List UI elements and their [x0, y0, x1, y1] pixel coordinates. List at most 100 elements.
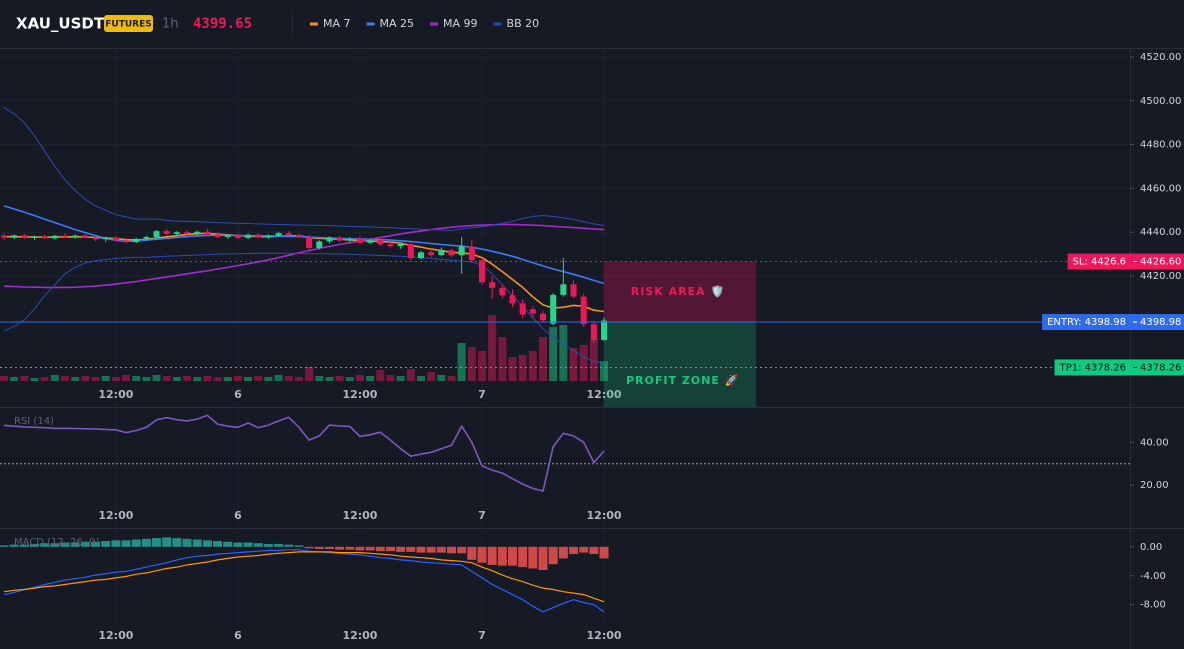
candle-body: [245, 234, 252, 238]
candle-body: [356, 238, 363, 243]
y-tick-label: -8.00: [1140, 600, 1166, 611]
volume-bar: [152, 375, 161, 381]
candle-body: [1, 235, 7, 238]
x-tick-label: 7: [478, 509, 486, 522]
candle-body: [82, 235, 89, 238]
candle-body: [326, 237, 333, 242]
candle-body: [214, 234, 221, 238]
candle-body: [255, 234, 262, 238]
histogram-bar: [192, 539, 202, 547]
histogram-bar: [467, 546, 477, 560]
histogram-bar: [30, 543, 40, 547]
zone-label: PROFIT ZONE 🚀: [626, 374, 739, 387]
candle-body: [448, 250, 455, 256]
candle-body: [184, 232, 191, 234]
price-tag-bg: [1131, 359, 1184, 376]
histogram-bar: [233, 542, 243, 547]
volume-bar: [508, 357, 517, 381]
volume-bar: [183, 376, 192, 381]
volume-bar: [539, 337, 548, 381]
volume-bar: [30, 378, 39, 381]
histogram-bar: [569, 546, 579, 555]
candle-body: [21, 235, 28, 238]
price-tag: 4426.60: [1140, 257, 1181, 268]
candle-body: [112, 237, 119, 241]
histogram-bar: [314, 546, 324, 549]
volume-bar: [498, 337, 507, 381]
volume-bar: [457, 343, 466, 381]
candle-body: [143, 237, 150, 239]
candle-body: [306, 236, 313, 248]
histogram-bar: [406, 546, 416, 552]
x-tick-label: 12:00: [342, 388, 377, 401]
volume-bar: [386, 375, 395, 381]
candle-body: [478, 260, 485, 283]
macd-line: [3, 549, 605, 613]
volume-bar: [284, 376, 293, 381]
volume-bar: [20, 376, 29, 381]
volume-bar: [91, 377, 100, 381]
volume-bar: [203, 376, 212, 381]
candle-body: [11, 235, 18, 238]
histogram-bar: [538, 546, 548, 570]
y-tick-label: 4500.00: [1140, 96, 1181, 107]
x-tick-label: 12:00: [98, 509, 133, 522]
y-tick-label: -4.00: [1140, 571, 1166, 582]
candle-body: [173, 232, 180, 234]
volume-bar: [81, 376, 90, 381]
candle-body: [194, 231, 201, 234]
indicator-line-lower: [3, 252, 605, 365]
candle-body: [275, 233, 282, 236]
x-tick-label: 12:00: [587, 629, 622, 642]
candle-body: [51, 235, 58, 239]
price-tag: 4378.26: [1140, 362, 1181, 373]
volume-bar: [569, 348, 578, 381]
candle-body: [438, 250, 445, 255]
volume-bar: [71, 377, 80, 381]
histogram-bar: [487, 546, 497, 565]
candle-body: [509, 295, 516, 304]
volume-bar: [61, 376, 70, 381]
histogram-bar: [528, 546, 538, 569]
candle-body: [580, 296, 587, 325]
histogram-bar: [324, 546, 334, 549]
volume-bar: [193, 377, 202, 381]
volume-bar: [254, 376, 263, 381]
histogram-bar: [182, 538, 192, 547]
volume-bar: [579, 345, 588, 381]
volume-bar: [0, 376, 8, 381]
candle-body: [133, 238, 140, 243]
candle-body: [387, 244, 394, 247]
histogram-bar: [345, 546, 355, 550]
histogram-bar: [70, 542, 80, 547]
volume-bar: [101, 376, 110, 381]
histogram-bar: [284, 544, 294, 547]
y-tick-label: 0.00: [1140, 542, 1162, 553]
volume-bar: [315, 376, 324, 381]
histogram-bar: [162, 537, 172, 547]
x-tick-label: 6: [234, 629, 242, 642]
candle-body: [102, 237, 109, 240]
price-tag-bg: [1131, 314, 1184, 331]
histogram-bar: [0, 545, 9, 547]
volume-bar: [437, 375, 446, 381]
y-tick-label: 4440.00: [1140, 227, 1181, 238]
candle-body: [397, 244, 404, 247]
candle-body: [428, 252, 435, 255]
candle-body: [316, 241, 323, 248]
profit-zone: [604, 322, 757, 407]
candle-body: [153, 231, 160, 238]
volume-bar: [467, 347, 476, 381]
volume-bar: [447, 376, 456, 381]
candle-body: [204, 231, 211, 235]
candle-body: [62, 235, 69, 237]
level-label-bg: [1067, 253, 1131, 270]
histogram-bar: [9, 544, 19, 547]
volume-bar: [488, 315, 497, 381]
volume-bar: [223, 377, 232, 381]
candle-body: [234, 235, 241, 238]
volume-bar: [355, 375, 364, 381]
zone-label: RISK AREA 🛡️: [631, 285, 725, 298]
